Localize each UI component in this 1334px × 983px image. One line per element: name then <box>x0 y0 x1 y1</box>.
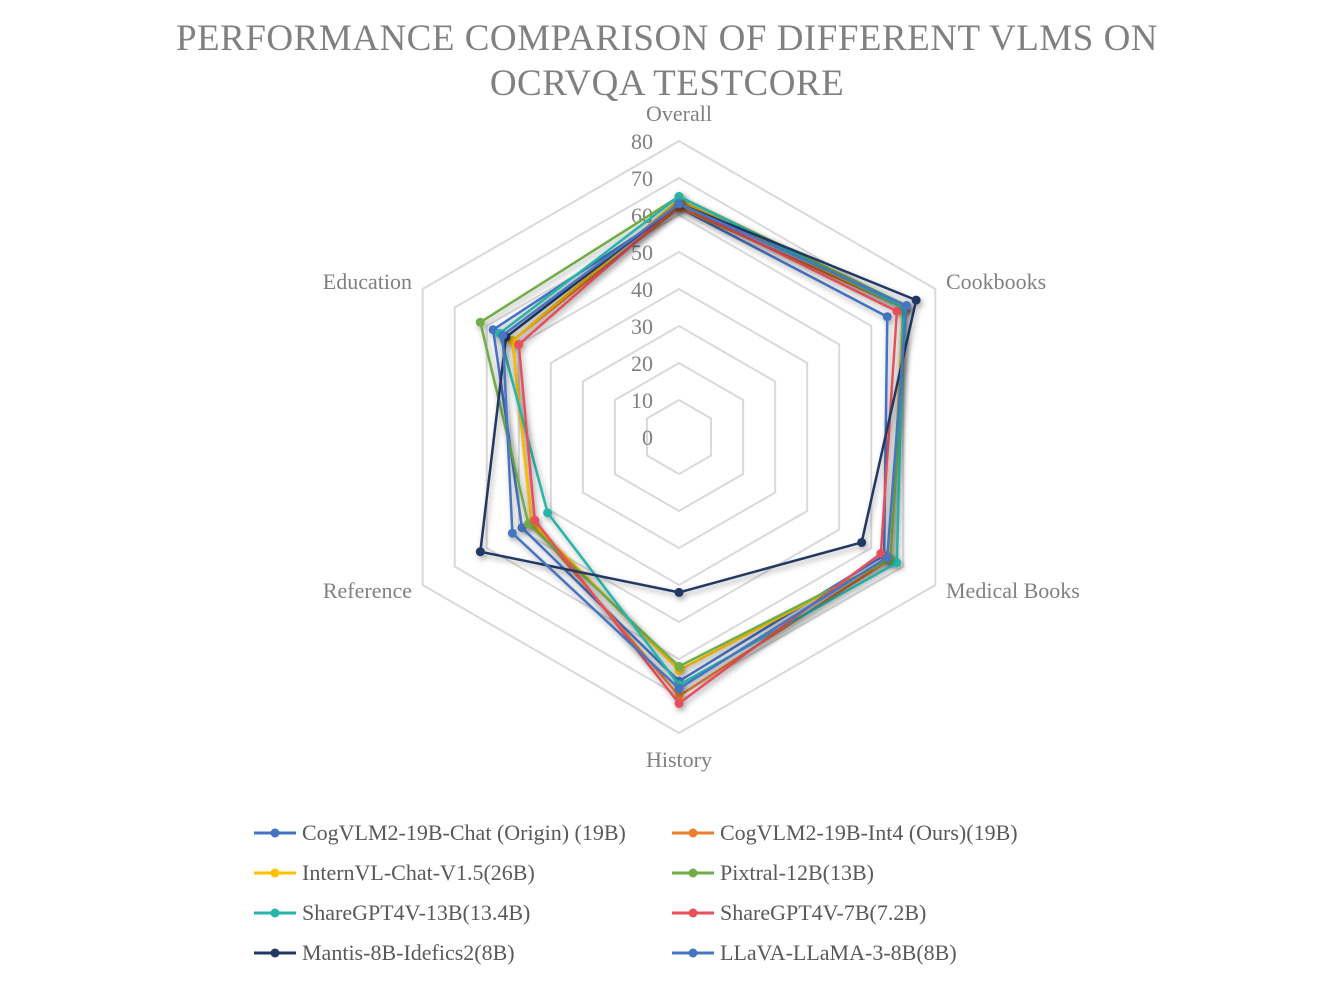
legend-item: Pixtral-12B(13B) <box>670 855 874 891</box>
series-point <box>857 537 867 547</box>
legend-swatch <box>672 908 714 918</box>
axis-label-medical-books: Medical Books <box>946 578 1080 603</box>
grid-ring-8 <box>421 139 937 735</box>
tick-label: 30 <box>631 314 653 339</box>
series-point <box>674 661 684 671</box>
series-point <box>530 515 540 525</box>
legend-swatch <box>672 868 714 878</box>
series-point <box>674 698 684 708</box>
legend-label: LLaVA-LLaMA-3-8B(8B) <box>720 940 957 965</box>
tick-label: 40 <box>631 277 653 302</box>
series-line <box>479 195 908 668</box>
series-point <box>475 547 485 557</box>
legend-label: ShareGPT4V-7B(7.2B) <box>720 900 927 925</box>
axis-label-education: Education <box>323 269 412 294</box>
tick-label: 20 <box>631 351 653 376</box>
legend-item: ShareGPT4V-13B(13.4B) <box>252 895 530 931</box>
legend-item: LLaVA-LLaMA-3-8B(8B) <box>670 935 957 971</box>
legend-label: CogVLM2-19B-Chat (Origin) (19B) <box>302 820 626 845</box>
series-point <box>514 340 524 349</box>
grid-ring-6 <box>485 213 873 661</box>
legend-item: CogVLM2-19B-Chat (Origin) (19B) <box>252 815 626 851</box>
legend-item: ShareGPT4V-7B(7.2B) <box>670 895 926 931</box>
grid-ring-4 <box>549 287 809 587</box>
series-5 <box>495 192 908 690</box>
legend-item: InternVL-Chat-V1.5(26B) <box>252 855 535 891</box>
grid-ring-1 <box>645 398 713 476</box>
series-point <box>911 295 921 305</box>
legend-label: Pixtral-12B(13B) <box>720 860 874 885</box>
legend-label: CogVLM2-19B-Int4 (Ours)(19B) <box>720 820 1018 845</box>
series-point <box>882 552 892 562</box>
axis-label-overall: Overall <box>646 101 712 126</box>
grid-ring-2 <box>613 361 745 513</box>
legend-swatch <box>672 828 714 838</box>
tick-label: 80 <box>631 129 653 154</box>
tick-label: 50 <box>631 240 653 265</box>
legend-swatch <box>672 948 714 958</box>
series-point <box>475 317 485 327</box>
chart-title-line-2: OCRVQA TESTCORE <box>489 63 845 104</box>
legend-label: ShareGPT4V-13B(13.4B) <box>302 900 531 925</box>
legend-swatch <box>254 828 296 838</box>
series-point <box>543 508 553 518</box>
axis-label-history: History <box>646 747 712 772</box>
series-line <box>511 206 905 698</box>
legend-item: Mantis-8B-Idefics2(8B) <box>252 935 515 971</box>
grid-ring-5 <box>517 250 841 624</box>
series-point <box>882 312 892 322</box>
series-point <box>674 587 684 597</box>
series-point <box>498 330 508 340</box>
tick-label: 10 <box>631 388 653 413</box>
grid-ring-3 <box>581 324 777 550</box>
legend-swatch <box>254 868 296 878</box>
legend-label: Mantis-8B-Idefics2(8B) <box>302 940 515 965</box>
series-point <box>674 199 684 209</box>
legend-label: InternVL-Chat-V1.5(26B) <box>302 860 535 885</box>
tick-label: 0 <box>642 425 653 450</box>
series-point <box>674 684 684 694</box>
series-point <box>902 301 912 311</box>
legend-swatch <box>254 948 296 958</box>
series-point <box>892 306 902 316</box>
axis-label-cookbooks: Cookbooks <box>946 269 1046 294</box>
series-point <box>674 192 684 201</box>
series-point <box>507 528 517 538</box>
tick-label: 70 <box>631 166 653 191</box>
axis-label-reference: Reference <box>323 578 412 603</box>
series-point <box>892 558 902 568</box>
legend-item: CogVLM2-19B-Int4 (Ours)(19B) <box>670 815 1018 851</box>
chart-title-line-1: PERFORMANCE COMPARISON OF DIFFERENT VLMS… <box>175 18 1159 59</box>
series-4 <box>475 192 912 671</box>
series-8 <box>498 199 912 694</box>
legend-swatch <box>254 908 296 918</box>
